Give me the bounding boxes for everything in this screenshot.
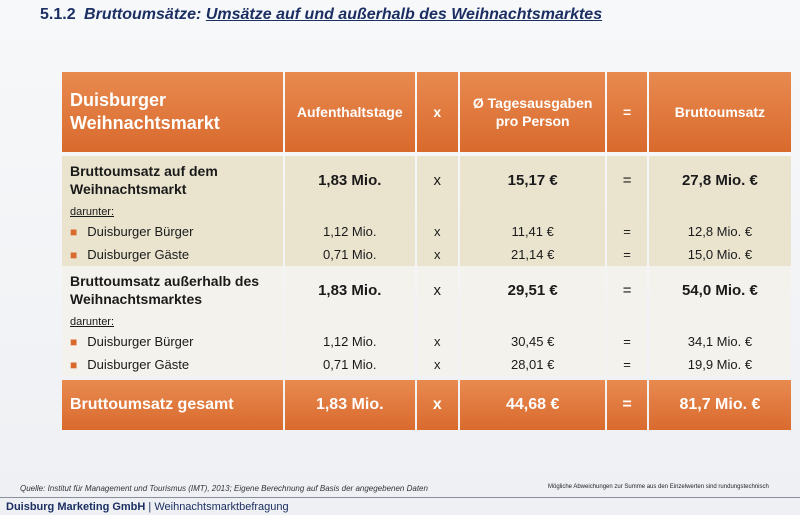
table-row: ■ Duisburger Gäste 0,71 Mio. x 28,01 € = … xyxy=(62,353,791,376)
row-days: 1,83 Mio. xyxy=(284,266,415,314)
row-spend: 11,41 € xyxy=(460,220,606,243)
darunter-label: darunter: xyxy=(62,314,283,330)
header-eq: = xyxy=(607,72,647,152)
row-x: x xyxy=(416,266,458,314)
row-label: Bruttoumsatz auf dem Weihnachtsmarkt xyxy=(62,156,283,204)
header-spend: Ø Tagesausgaben pro Person xyxy=(460,72,606,152)
title-subject: Umsätze auf und außerhalb des Weihnachts… xyxy=(205,6,603,23)
row-spend: 21,14 € xyxy=(460,243,606,266)
header-x: x xyxy=(416,72,458,152)
row-eq: = xyxy=(607,220,647,243)
header-brand: Duisburger Weihnachtsmarkt xyxy=(62,72,283,152)
row-eq: = xyxy=(607,353,647,376)
row-spend: 30,45 € xyxy=(460,330,606,353)
row-revenue: 15,0 Mio. € xyxy=(648,243,791,266)
row-eq: = xyxy=(607,243,647,266)
page-title: 5.1.2 Bruttoumsätze: Umsätze auf und auß… xyxy=(40,6,602,24)
row-label: ■ Duisburger Bürger xyxy=(62,330,283,353)
row-x: x xyxy=(416,330,458,353)
table-row: darunter: xyxy=(62,314,791,330)
footer-subject: Weihnachtsmarktbefragung xyxy=(154,501,289,513)
total-label: Bruttoumsatz gesamt xyxy=(62,380,283,430)
row-eq: = xyxy=(607,266,647,314)
section-number: 5.1.2 xyxy=(40,6,76,23)
footer: Duisburg Marketing GmbH | Weihnachtsmark… xyxy=(6,501,289,513)
row-x: x xyxy=(416,156,458,204)
table-row: Bruttoumsatz auf dem Weihnachtsmarkt 1,8… xyxy=(62,156,791,204)
total-row: Bruttoumsatz gesamt 1,83 Mio. x 44,68 € … xyxy=(62,380,791,430)
title-prefix: Bruttoumsätze: xyxy=(84,6,202,23)
row-x: x xyxy=(416,220,458,243)
row-spend: 29,51 € xyxy=(460,266,606,314)
darunter-label: darunter: xyxy=(62,204,283,220)
total-x: x xyxy=(416,380,458,430)
footer-divider xyxy=(0,497,800,498)
total-revenue: 81,7 Mio. € xyxy=(648,380,791,430)
row-label: Bruttoumsatz außerhalb des Weihnachtsmar… xyxy=(62,266,283,314)
row-label: ■ Duisburger Gäste xyxy=(62,353,283,376)
table-row: ■ Duisburger Bürger 1,12 Mio. x 11,41 € =… xyxy=(62,220,791,243)
row-spend: 15,17 € xyxy=(460,156,606,204)
row-x: x xyxy=(416,243,458,266)
table-header-row: Duisburger Weihnachtsmarkt Aufenthaltsta… xyxy=(62,72,791,152)
table-row: ■ Duisburger Bürger 1,12 Mio. x 30,45 € =… xyxy=(62,330,791,353)
row-days: 0,71 Mio. xyxy=(284,353,415,376)
row-revenue: 19,9 Mio. € xyxy=(648,353,791,376)
table-row: Bruttoumsatz außerhalb des Weihnachtsmar… xyxy=(62,266,791,314)
table-row: ■ Duisburger Gäste 0,71 Mio. x 21,14 € = … xyxy=(62,243,791,266)
row-x: x xyxy=(416,353,458,376)
row-revenue: 27,8 Mio. € xyxy=(648,156,791,204)
footer-company: Duisburg Marketing GmbH xyxy=(6,501,146,513)
row-label: ■ Duisburger Bürger xyxy=(62,220,283,243)
bullet-icon: ■ xyxy=(70,248,78,262)
header-days: Aufenthaltstage xyxy=(284,72,415,152)
bullet-icon: ■ xyxy=(70,335,78,349)
bullet-icon: ■ xyxy=(70,358,78,372)
footer-separator: | xyxy=(148,501,152,513)
row-days: 1,12 Mio. xyxy=(284,220,415,243)
row-revenue: 12,8 Mio. € xyxy=(648,220,791,243)
header-revenue: Bruttoumsatz xyxy=(648,72,791,152)
source-note: Quelle: Institut für Management und Tour… xyxy=(20,484,428,493)
bullet-icon: ■ xyxy=(70,225,78,239)
rounding-note: Mögliche Abweichungen zur Summe aus den … xyxy=(548,484,769,490)
total-eq: = xyxy=(607,380,647,430)
row-days: 1,12 Mio. xyxy=(284,330,415,353)
revenue-table: Duisburger Weihnachtsmarkt Aufenthaltsta… xyxy=(60,72,793,430)
row-eq: = xyxy=(607,330,647,353)
row-spend: 28,01 € xyxy=(460,353,606,376)
row-revenue: 34,1 Mio. € xyxy=(648,330,791,353)
row-days: 0,71 Mio. xyxy=(284,243,415,266)
table-row: darunter: xyxy=(62,204,791,220)
total-days: 1,83 Mio. xyxy=(284,380,415,430)
row-days: 1,83 Mio. xyxy=(284,156,415,204)
row-label: ■ Duisburger Gäste xyxy=(62,243,283,266)
row-revenue: 54,0 Mio. € xyxy=(648,266,791,314)
row-eq: = xyxy=(607,156,647,204)
total-spend: 44,68 € xyxy=(460,380,606,430)
